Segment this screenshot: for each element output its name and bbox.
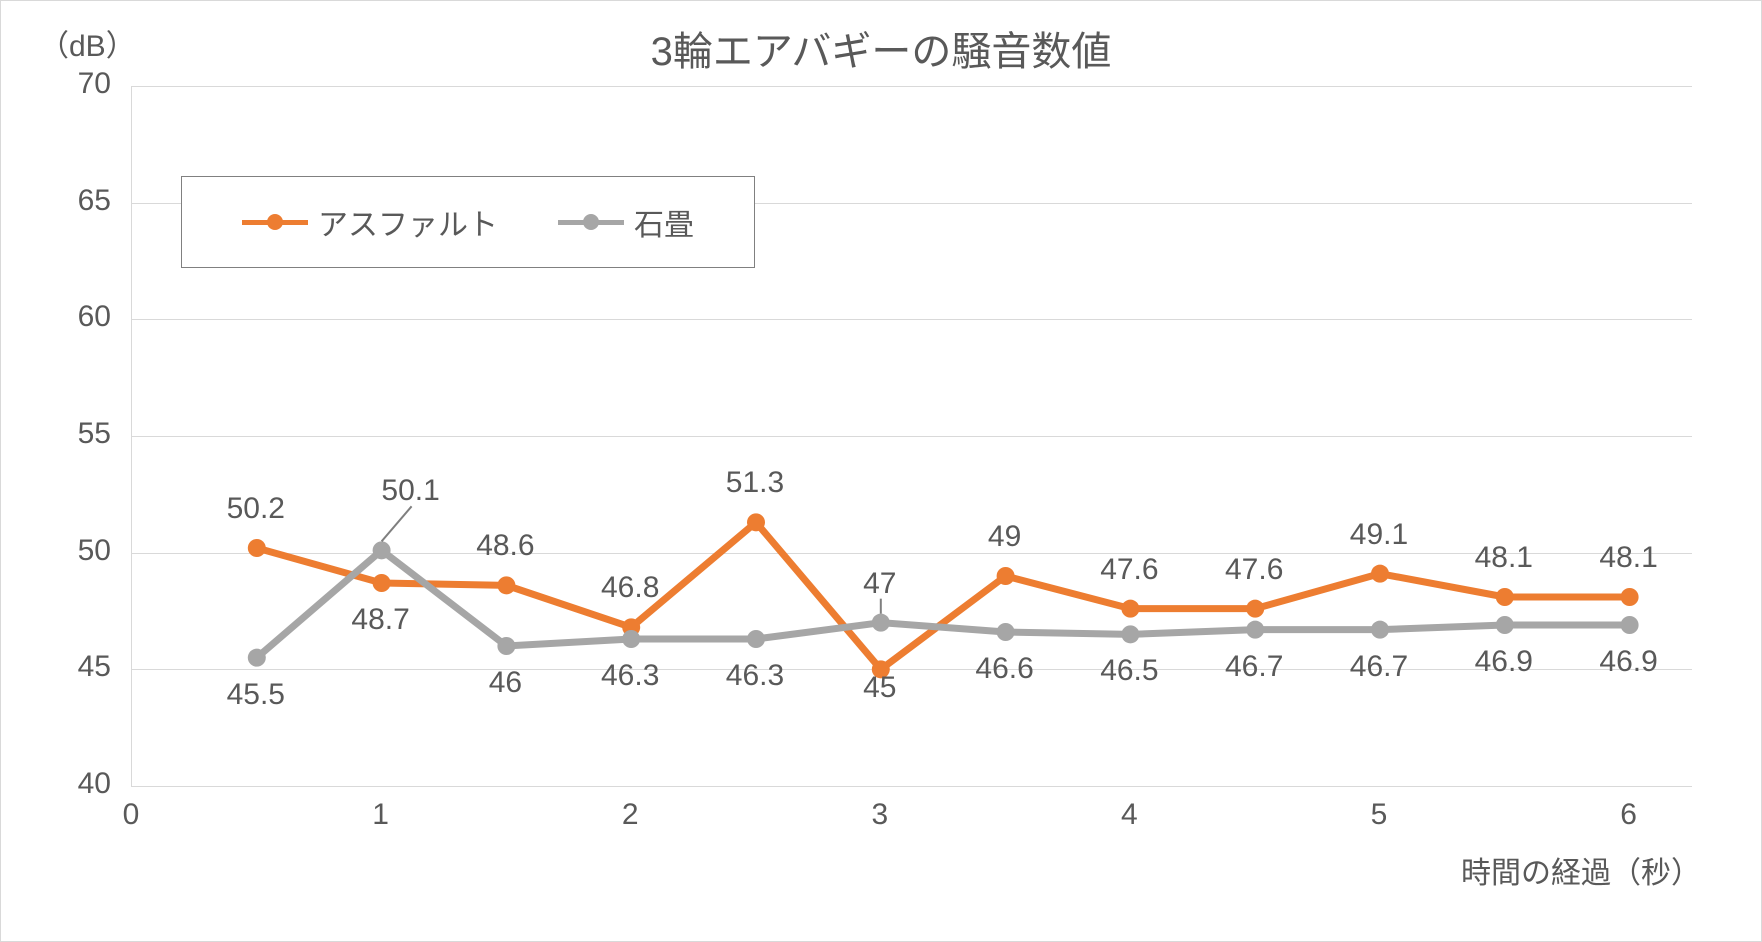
series-marker xyxy=(1621,616,1639,634)
series-marker xyxy=(248,649,266,667)
series-marker xyxy=(1496,588,1514,606)
x-tick-label: 1 xyxy=(341,798,421,832)
data-label: 46.8 xyxy=(595,571,665,605)
series-line xyxy=(257,550,1630,657)
data-label: 50.1 xyxy=(376,474,446,508)
data-label: 48.7 xyxy=(346,603,416,637)
data-label: 49 xyxy=(970,520,1040,554)
data-label: 47.6 xyxy=(1219,553,1289,587)
data-label: 48.6 xyxy=(470,529,540,563)
series-marker xyxy=(1496,616,1514,634)
legend-label-asphalt: アスファルト xyxy=(318,200,498,244)
data-label: 47 xyxy=(845,567,915,601)
series-marker xyxy=(1121,625,1139,643)
y-tick-label: 65 xyxy=(1,184,111,218)
series-line xyxy=(257,522,1630,669)
x-tick-label: 6 xyxy=(1589,798,1669,832)
data-label: 46.7 xyxy=(1344,650,1414,684)
y-tick-label: 50 xyxy=(1,534,111,568)
data-label: 50.2 xyxy=(221,492,291,526)
data-label: 47.6 xyxy=(1094,553,1164,587)
data-label: 46.9 xyxy=(1594,645,1664,679)
data-label: 46.5 xyxy=(1094,654,1164,688)
data-label: 46.6 xyxy=(970,652,1040,686)
data-label: 46.7 xyxy=(1219,650,1289,684)
data-label: 45.5 xyxy=(221,678,291,712)
data-label: 46.9 xyxy=(1469,645,1539,679)
x-tick-label: 2 xyxy=(590,798,670,832)
label-leader xyxy=(382,506,412,541)
y-tick-label: 45 xyxy=(1,650,111,684)
legend-swatch-stone xyxy=(558,214,624,230)
data-label: 48.1 xyxy=(1469,541,1539,575)
legend-label-stone: 石畳 xyxy=(634,200,694,244)
series-marker xyxy=(997,623,1015,641)
series-marker xyxy=(373,541,391,559)
data-label: 46.3 xyxy=(595,659,665,693)
data-label: 46 xyxy=(470,666,540,700)
legend-item-asphalt: アスファルト xyxy=(242,200,498,244)
x-tick-label: 5 xyxy=(1339,798,1419,832)
series-marker xyxy=(497,637,515,655)
y-tick-label: 70 xyxy=(1,67,111,101)
series-marker xyxy=(1246,600,1264,618)
legend-swatch-asphalt xyxy=(242,214,308,230)
series-marker xyxy=(1121,600,1139,618)
series-marker xyxy=(1246,621,1264,639)
data-label: 45 xyxy=(845,671,915,705)
y-axis-unit-label: （dB） xyxy=(39,21,136,65)
series-marker xyxy=(622,630,640,648)
data-label: 49.1 xyxy=(1344,518,1414,552)
legend-item-stone: 石畳 xyxy=(558,200,694,244)
chart-frame: 3輪エアバギーの騒音数値 （dB） 時間の経過（秒） アスファルト 石畳 404… xyxy=(0,0,1762,942)
series-marker xyxy=(248,539,266,557)
x-tick-label: 4 xyxy=(1089,798,1169,832)
series-marker xyxy=(747,630,765,648)
x-tick-label: 0 xyxy=(91,798,171,832)
data-label: 48.1 xyxy=(1594,541,1664,575)
x-tick-label: 3 xyxy=(840,798,920,832)
series-marker xyxy=(747,513,765,531)
series-marker xyxy=(1621,588,1639,606)
legend: アスファルト 石畳 xyxy=(181,176,755,268)
chart-title: 3輪エアバギーの騒音数値 xyxy=(1,19,1761,77)
series-marker xyxy=(872,614,890,632)
data-label: 51.3 xyxy=(720,466,790,500)
y-tick-label: 60 xyxy=(1,300,111,334)
series-marker xyxy=(1371,621,1389,639)
x-axis-label: 時間の経過（秒） xyxy=(1461,848,1701,892)
series-marker xyxy=(997,567,1015,585)
y-tick-label: 40 xyxy=(1,767,111,801)
series-marker xyxy=(497,576,515,594)
y-tick-label: 55 xyxy=(1,417,111,451)
data-label: 46.3 xyxy=(720,659,790,693)
series-marker xyxy=(373,574,391,592)
series-marker xyxy=(1371,565,1389,583)
